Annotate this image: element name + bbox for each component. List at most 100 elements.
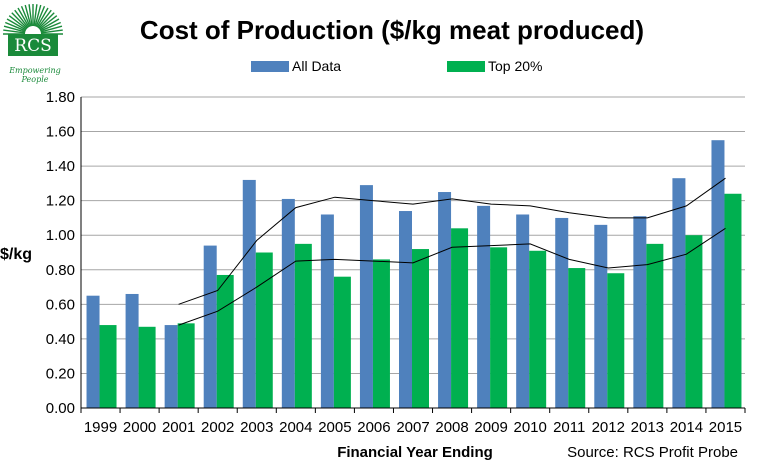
bar-top-20-2001 (177, 323, 195, 408)
logo-ray (39, 18, 60, 31)
logo-ray (40, 25, 63, 33)
legend-label-top-20: Top 20% (488, 58, 542, 74)
y-tick-label: 1.40 (46, 158, 75, 175)
logo-tagline: Empowering People (9, 66, 61, 84)
x-tick-label-2010: 2010 (513, 419, 546, 436)
bar-all-data-2010 (516, 214, 530, 408)
bar-top-20-2002 (216, 274, 234, 408)
bar-all-data-2006 (359, 185, 373, 408)
bar-all-data-2011 (555, 217, 569, 408)
logo-sunburst-icon: RCS (3, 4, 63, 56)
x-tick-label-2006: 2006 (357, 419, 390, 436)
logo-ray (11, 12, 28, 29)
bar-all-data-2009 (477, 205, 491, 408)
x-tick-label-2001: 2001 (162, 419, 195, 436)
logo-ray (40, 29, 63, 34)
logo-ray (40, 21, 61, 32)
x-tick-label-2012: 2012 (592, 419, 625, 436)
trendline-1 (178, 177, 726, 305)
y-tick-label: 0.20 (46, 365, 75, 382)
logo-ray (14, 9, 29, 29)
y-tick-label: 0.40 (46, 331, 75, 348)
bar-top-20-2014 (685, 235, 703, 408)
bar-all-data-2000 (125, 293, 139, 408)
trendline-2 (178, 227, 726, 326)
logo-ray (33, 4, 38, 27)
y-tick-label: 0.60 (46, 296, 75, 313)
logo-ray (3, 29, 26, 34)
x-tick-label-2007: 2007 (396, 419, 429, 436)
bar-all-data-2012 (594, 224, 608, 408)
logo-ray (35, 6, 46, 27)
legend-swatch-top-20 (447, 61, 485, 72)
x-axis-label: Financial Year Ending (337, 444, 493, 461)
logo-ray (38, 12, 55, 29)
x-tick-label-2000: 2000 (123, 419, 156, 436)
bar-all-data-2015 (711, 140, 725, 408)
y-tick-label: 0.00 (46, 400, 75, 417)
bar-top-20-2000 (138, 326, 156, 408)
x-tick-label-2002: 2002 (201, 419, 234, 436)
bar-top-20-2013 (646, 243, 664, 408)
rcs-logo: RCS Empowering People (2, 2, 64, 84)
x-tick-label-2013: 2013 (631, 419, 664, 436)
bar-all-data-2007 (399, 211, 412, 408)
bar-top-20-2007 (412, 249, 429, 408)
x-tick-label-2015: 2015 (709, 419, 742, 436)
chart-legend: All Data Top 20% (251, 58, 542, 74)
bar-top-20-2010 (529, 250, 547, 408)
bar-top-20-2011 (568, 268, 586, 408)
bar-all-data-2003 (242, 179, 256, 408)
bar-top-20-2009 (490, 247, 508, 408)
bar-top-20-2004 (294, 243, 312, 408)
bar-top-20-2003 (255, 252, 273, 408)
y-tick-label: 0.80 (46, 262, 75, 279)
legend-swatch-all-data (251, 61, 289, 72)
legend-label-all-data: All Data (292, 58, 341, 74)
bar-all-data-2008 (438, 192, 452, 408)
logo-ray (6, 18, 27, 31)
logo-text: RCS (14, 36, 51, 56)
x-tick-label-2008: 2008 (435, 419, 468, 436)
x-tick-label-2005: 2005 (318, 419, 351, 436)
bar-all-data-2014 (672, 178, 686, 408)
bar-top-20-2006 (372, 259, 390, 408)
x-tick-label-1999: 1999 (84, 419, 117, 436)
logo-ray (3, 25, 26, 33)
y-tick-label: 1.60 (46, 124, 75, 141)
bar-all-data-2004 (281, 198, 295, 408)
source-note: Source: RCS Profit Probe (567, 444, 738, 461)
x-tick-label-2009: 2009 (474, 419, 507, 436)
bar-top-20-1999 (99, 325, 117, 408)
y-tick-label: 1.80 (46, 89, 75, 106)
logo-ray (20, 6, 31, 27)
y-tick-label: 1.20 (46, 193, 75, 210)
y-tick-label: 1.00 (46, 227, 75, 244)
bar-all-data-2013 (633, 216, 647, 408)
logo-ray (8, 15, 28, 30)
bar-all-data-2001 (164, 325, 178, 408)
bar-top-20-2005 (333, 276, 351, 408)
bar-all-data-2005 (320, 214, 334, 408)
bar-top-20-2015 (724, 193, 742, 408)
x-tick-label-2014: 2014 (670, 419, 703, 436)
y-axis-label: $/kg (0, 246, 32, 263)
logo-ray (24, 4, 32, 27)
x-tick-label-2003: 2003 (240, 419, 273, 436)
logo-ray (38, 15, 58, 30)
logo-ray (36, 7, 49, 28)
logo-ray (28, 4, 33, 27)
logo-badge (8, 34, 58, 56)
bar-all-data-2002 (203, 245, 217, 408)
logo-ray (34, 4, 42, 27)
bar-all-data-1999 (86, 295, 100, 408)
x-tick-label-2004: 2004 (279, 419, 312, 436)
bar-top-20-2008 (451, 228, 469, 408)
logo-ray (37, 9, 52, 29)
logo-ray (17, 7, 30, 28)
bar-top-20-2012 (607, 273, 625, 408)
logo-ray (5, 21, 26, 32)
x-tick-label-2011: 2011 (553, 419, 585, 436)
chart-title: Cost of Production ($/kg meat produced) (140, 15, 644, 45)
